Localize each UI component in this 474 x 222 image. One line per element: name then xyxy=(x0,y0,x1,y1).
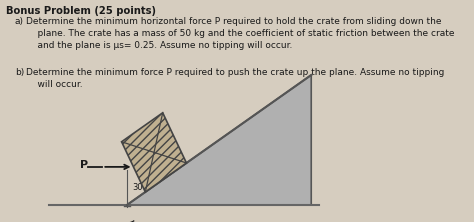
Text: Bonus Problem (25 points): Bonus Problem (25 points) xyxy=(6,6,156,16)
Text: 30°: 30° xyxy=(133,182,147,192)
Polygon shape xyxy=(122,113,186,192)
Text: Determine the minimum horizontal force P required to hold the crate from sliding: Determine the minimum horizontal force P… xyxy=(26,17,455,50)
Text: P: P xyxy=(80,160,88,170)
Text: b): b) xyxy=(15,68,24,77)
Polygon shape xyxy=(49,75,311,205)
Text: a): a) xyxy=(15,17,24,26)
Text: Determine the minimum force P required to push the crate up the plane. Assume no: Determine the minimum force P required t… xyxy=(26,68,445,89)
